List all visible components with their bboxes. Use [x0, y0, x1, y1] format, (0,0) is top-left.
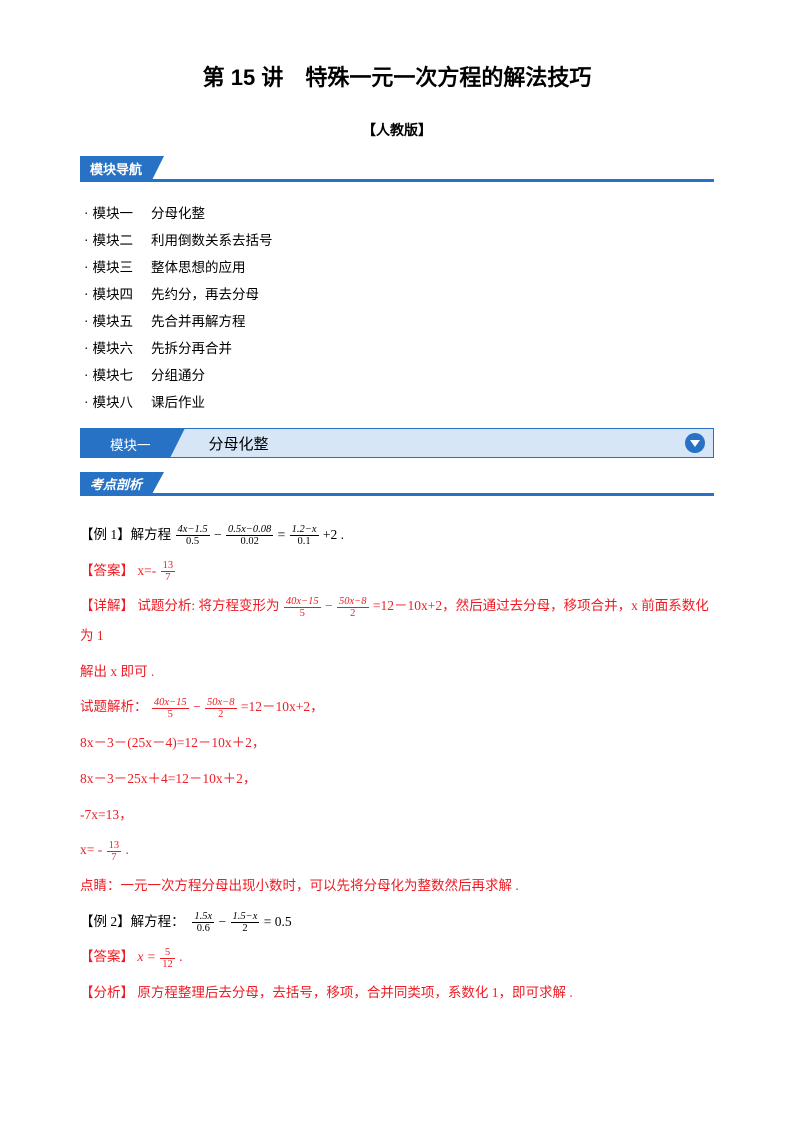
- module-name: 模块一: [93, 206, 134, 221]
- detail-1: 【详解】 试题分析: 将方程变形为 40x−155 − 50x−82 =12－1…: [80, 591, 714, 650]
- step: -7x=13，: [80, 800, 714, 830]
- fraction: 1.2−x0.1: [290, 524, 319, 547]
- eq-tail: = 0.5: [264, 914, 292, 929]
- final-1: x= - 137 .: [80, 835, 714, 865]
- example-label: 【例 1】解方程: [80, 527, 171, 542]
- fraction: 50x−82: [337, 596, 369, 619]
- fraction: 137: [107, 840, 122, 863]
- list-item: · 模块一 分母化整: [84, 200, 714, 227]
- bullet-dot: ·: [84, 206, 89, 221]
- answer-label: 【答案】: [80, 949, 134, 964]
- list-item: · 模块六 先拆分再合并: [84, 335, 714, 362]
- answer-2: 【答案】 x = 512 .: [80, 942, 714, 972]
- module-text: 整体思想的应用: [151, 260, 246, 275]
- module-list: ·模块一分母化整 ·模块二利用倒数关系去括号 ·模块三整体思想的应用 ·模块四先…: [80, 200, 714, 416]
- final-post: .: [125, 842, 128, 857]
- op-minus: −: [193, 699, 201, 714]
- op-minus: −: [214, 527, 222, 542]
- list-item: · 模块五 先合并再解方程: [84, 308, 714, 335]
- module-name: 模块五: [93, 314, 134, 329]
- section-bar: 模块一 分母化整: [80, 428, 714, 458]
- answer-1: 【答案】 x=- 137: [80, 556, 714, 586]
- detail-pre: 试题分析: 将方程变形为: [137, 598, 279, 613]
- module-text: 分母化整: [151, 206, 205, 221]
- list-item: · 模块四 先约分，再去分母: [84, 281, 714, 308]
- list-item: · 模块七 分组通分: [84, 362, 714, 389]
- fraction: 4x−1.50.5: [176, 524, 210, 547]
- answer-post: .: [179, 949, 182, 964]
- analysis-label: 【分析】: [80, 985, 134, 1000]
- answer-pre: x =: [137, 949, 159, 964]
- parse-label: 试题解析：: [80, 699, 148, 714]
- analysis-2: 【分析】 原方程整理后去分母，去括号，移项，合并同类项，系数化 1，即可求解 .: [80, 978, 714, 1008]
- module-name: 模块八: [93, 395, 134, 410]
- module-text: 分组通分: [151, 368, 205, 383]
- expand-icon[interactable]: [685, 433, 705, 453]
- bullet-dot: ·: [84, 287, 89, 302]
- module-text: 利用倒数关系去括号: [151, 233, 273, 248]
- fraction: 40x−155: [152, 697, 189, 720]
- analysis-banner: 考点剖析: [80, 472, 714, 500]
- analysis-line: [80, 493, 714, 496]
- page-subtitle: 【人教版】: [80, 120, 714, 140]
- op-eq: =: [278, 527, 286, 542]
- page-title: 第 15 讲 特殊一元一次方程的解法技巧: [80, 60, 714, 92]
- bullet-dot: ·: [84, 395, 89, 410]
- fraction: 50x−82: [205, 697, 237, 720]
- nav-line: [80, 179, 714, 182]
- example-label: 【例 2】解方程：: [80, 914, 185, 929]
- section-title: 分母化整: [209, 433, 269, 454]
- step: 8x－3－(25x－4)=12－10x＋2，: [80, 728, 714, 758]
- parse-1: 试题解析： 40x−155 − 50x−82 =12－10x+2，: [80, 692, 714, 722]
- module-text: 先约分，再去分母: [151, 287, 259, 302]
- module-name: 模块三: [93, 260, 134, 275]
- tip-1: 点睛：一元一次方程分母出现小数时，可以先将分母化为整数然后再求解 .: [80, 871, 714, 901]
- fraction: 40x−155: [284, 596, 321, 619]
- op-minus: −: [325, 598, 333, 613]
- module-name: 模块四: [93, 287, 134, 302]
- example-2: 【例 2】解方程： 1.5x0.6 − 1.5−x2 = 0.5: [80, 907, 714, 937]
- answer-label: 【答案】: [80, 563, 134, 578]
- fraction: 137: [161, 560, 176, 583]
- detail-1b: 解出 x 即可 .: [80, 657, 714, 687]
- section-tab: 模块一: [80, 429, 185, 457]
- example-1: 【例 1】解方程 4x−1.50.5 − 0.5x−0.080.02 = 1.2…: [80, 520, 714, 550]
- module-name: 模块六: [93, 341, 134, 356]
- module-text: 先拆分再合并: [151, 341, 232, 356]
- list-item: · 模块八 课后作业: [84, 389, 714, 416]
- analysis-text: 原方程整理后去分母，去括号，移项，合并同类项，系数化 1，即可求解 .: [137, 985, 572, 1000]
- analysis-tab: 考点剖析: [80, 472, 164, 494]
- module-name: 模块二: [93, 233, 134, 248]
- bullet-dot: ·: [84, 233, 89, 248]
- bullet-dot: ·: [84, 368, 89, 383]
- nav-tab: 模块导航: [80, 156, 164, 180]
- list-item: · 模块二 利用倒数关系去括号: [84, 227, 714, 254]
- module-text: 先合并再解方程: [151, 314, 246, 329]
- fraction: 0.5x−0.080.02: [226, 524, 273, 547]
- detail-label: 【详解】: [80, 598, 134, 613]
- fraction: 512: [160, 947, 175, 970]
- content-body: 【例 1】解方程 4x−1.50.5 − 0.5x−0.080.02 = 1.2…: [80, 520, 714, 1008]
- eq-tail: +2 .: [323, 527, 344, 542]
- answer-pre: x=-: [137, 563, 156, 578]
- bullet-dot: ·: [84, 341, 89, 356]
- nav-banner: 模块导航: [80, 156, 714, 186]
- fraction: 1.5x0.6: [192, 911, 214, 934]
- module-text: 课后作业: [151, 395, 205, 410]
- bullet-dot: ·: [84, 260, 89, 275]
- list-item: · 模块三 整体思想的应用: [84, 254, 714, 281]
- op-minus: −: [219, 914, 227, 929]
- parse-tail: =12－10x+2，: [241, 699, 324, 714]
- step: 8x－3－25x＋4=12－10x＋2，: [80, 764, 714, 794]
- module-name: 模块七: [93, 368, 134, 383]
- fraction: 1.5−x2: [231, 911, 260, 934]
- final-pre: x= -: [80, 842, 102, 857]
- bullet-dot: ·: [84, 314, 89, 329]
